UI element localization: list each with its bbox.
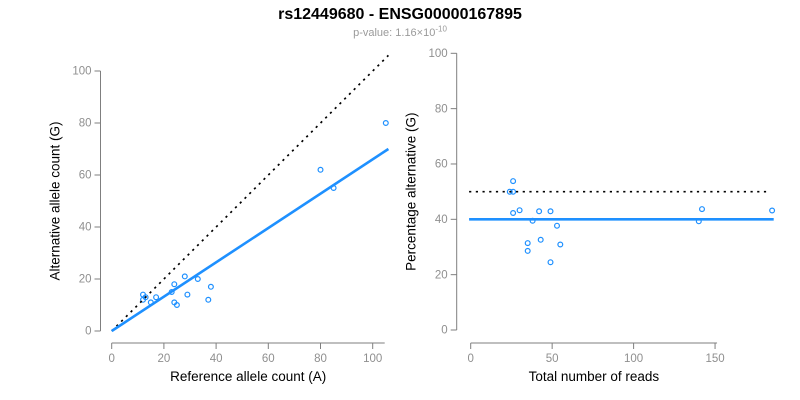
data-point xyxy=(153,294,160,301)
y-tick-label: 20 xyxy=(435,269,448,281)
data-point xyxy=(506,188,513,195)
y-tick-label: 40 xyxy=(79,222,92,234)
figure-title: rs12449680 - ENSG00000167895 xyxy=(278,6,522,23)
y-tick-label: 80 xyxy=(79,118,92,130)
y-tick-label: 0 xyxy=(441,325,447,337)
pvalue-text: p-value: 1.16×10 xyxy=(353,27,436,39)
y-axis-title: Percentage alternative (G) xyxy=(404,112,419,270)
data-point xyxy=(547,208,554,215)
x-tick-label: 20 xyxy=(158,353,171,365)
y-tick-label: 20 xyxy=(79,274,92,286)
data-point xyxy=(142,294,149,301)
data-point xyxy=(547,259,554,266)
x-tick-label: 60 xyxy=(262,353,275,365)
y-tick-label: 40 xyxy=(435,214,448,226)
y-tick-label: 0 xyxy=(85,326,91,338)
data-point xyxy=(194,276,201,283)
x-tick-label: 50 xyxy=(546,353,559,365)
y-tick-label: 100 xyxy=(429,48,448,60)
data-point xyxy=(553,222,560,229)
data-point xyxy=(537,236,544,243)
data-point xyxy=(317,166,324,173)
percentage-vs-total-reads-panel: 0 20 40 60 80 100 0 50 100 150 Total number of rea… xyxy=(404,48,776,384)
data-point xyxy=(516,207,523,214)
data-point xyxy=(510,178,517,185)
x-tick-label: 80 xyxy=(314,353,327,365)
y-tick-label: 80 xyxy=(435,103,448,115)
alt-count-vs-ref-count-panel: 0 20 40 60 80 100 0 20 40 60 80 100 Reference allele… xyxy=(48,54,390,384)
data-point xyxy=(524,247,531,254)
data-point xyxy=(173,302,180,309)
pvalue-exponent: -10 xyxy=(435,24,447,34)
data-point xyxy=(536,208,543,215)
data-point xyxy=(557,241,564,248)
x-tick-label: 100 xyxy=(624,353,643,365)
y-tick-label: 100 xyxy=(72,66,91,78)
figure-subtitle: p-value: 1.16×10-10 xyxy=(0,24,800,39)
y-tick-label: 60 xyxy=(435,159,448,171)
fit-line xyxy=(110,147,390,333)
y-axis-title: Alternative allele count (G) xyxy=(48,121,63,280)
data-point xyxy=(205,296,212,303)
x-tick-label: 100 xyxy=(363,353,382,365)
x-tick-label: 0 xyxy=(467,353,473,365)
x-tick-label: 150 xyxy=(705,353,724,365)
data-point xyxy=(181,273,188,280)
x-axis-title: Total number of reads xyxy=(529,369,660,384)
data-point xyxy=(184,291,191,298)
data-point xyxy=(382,119,389,126)
x-tick-label: 40 xyxy=(210,353,223,365)
y-tick-label: 60 xyxy=(79,170,92,182)
data-point xyxy=(524,240,531,247)
data-point xyxy=(207,283,214,290)
data-point xyxy=(698,206,705,213)
data-point xyxy=(769,207,776,214)
x-tick-label: 0 xyxy=(108,353,114,365)
x-axis-title: Reference allele count (A) xyxy=(170,369,326,384)
identity-line xyxy=(111,54,389,332)
data-point xyxy=(171,281,178,288)
data-point xyxy=(510,210,517,217)
